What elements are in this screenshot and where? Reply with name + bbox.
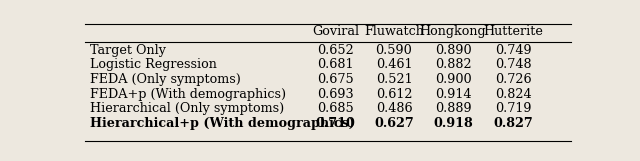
- Text: Goviral: Goviral: [312, 25, 359, 38]
- Text: 0.889: 0.889: [435, 102, 471, 115]
- Text: 0.900: 0.900: [435, 73, 471, 86]
- Text: 0.719: 0.719: [495, 102, 531, 115]
- Text: 0.521: 0.521: [376, 73, 412, 86]
- Text: 0.882: 0.882: [435, 58, 471, 71]
- Text: 0.652: 0.652: [317, 44, 354, 57]
- Text: Target Only: Target Only: [90, 44, 166, 57]
- Text: 0.827: 0.827: [493, 117, 533, 130]
- Text: Hongkong: Hongkong: [420, 25, 486, 38]
- Text: 0.590: 0.590: [376, 44, 412, 57]
- Text: 0.681: 0.681: [317, 58, 354, 71]
- Text: 0.749: 0.749: [495, 44, 531, 57]
- Text: Fluwatch: Fluwatch: [364, 25, 424, 38]
- Text: Hutterite: Hutterite: [483, 25, 543, 38]
- Text: 0.627: 0.627: [374, 117, 414, 130]
- Text: 0.748: 0.748: [495, 58, 531, 71]
- Text: 0.726: 0.726: [495, 73, 531, 86]
- Text: Hierarchical+p (With demographics): Hierarchical+p (With demographics): [90, 117, 355, 130]
- Text: 0.710: 0.710: [316, 117, 355, 130]
- Text: 0.685: 0.685: [317, 102, 354, 115]
- Text: Hierarchical (Only symptoms): Hierarchical (Only symptoms): [90, 102, 284, 115]
- Text: 0.824: 0.824: [495, 88, 531, 101]
- Text: FEDA+p (With demographics): FEDA+p (With demographics): [90, 88, 286, 101]
- Text: 0.675: 0.675: [317, 73, 354, 86]
- Text: Logistic Regression: Logistic Regression: [90, 58, 217, 71]
- Text: 0.461: 0.461: [376, 58, 412, 71]
- Text: 0.612: 0.612: [376, 88, 412, 101]
- Text: 0.890: 0.890: [435, 44, 471, 57]
- Text: 0.693: 0.693: [317, 88, 354, 101]
- Text: FEDA (Only symptoms): FEDA (Only symptoms): [90, 73, 241, 86]
- Text: 0.486: 0.486: [376, 102, 412, 115]
- Text: 0.918: 0.918: [433, 117, 473, 130]
- Text: 0.914: 0.914: [435, 88, 471, 101]
